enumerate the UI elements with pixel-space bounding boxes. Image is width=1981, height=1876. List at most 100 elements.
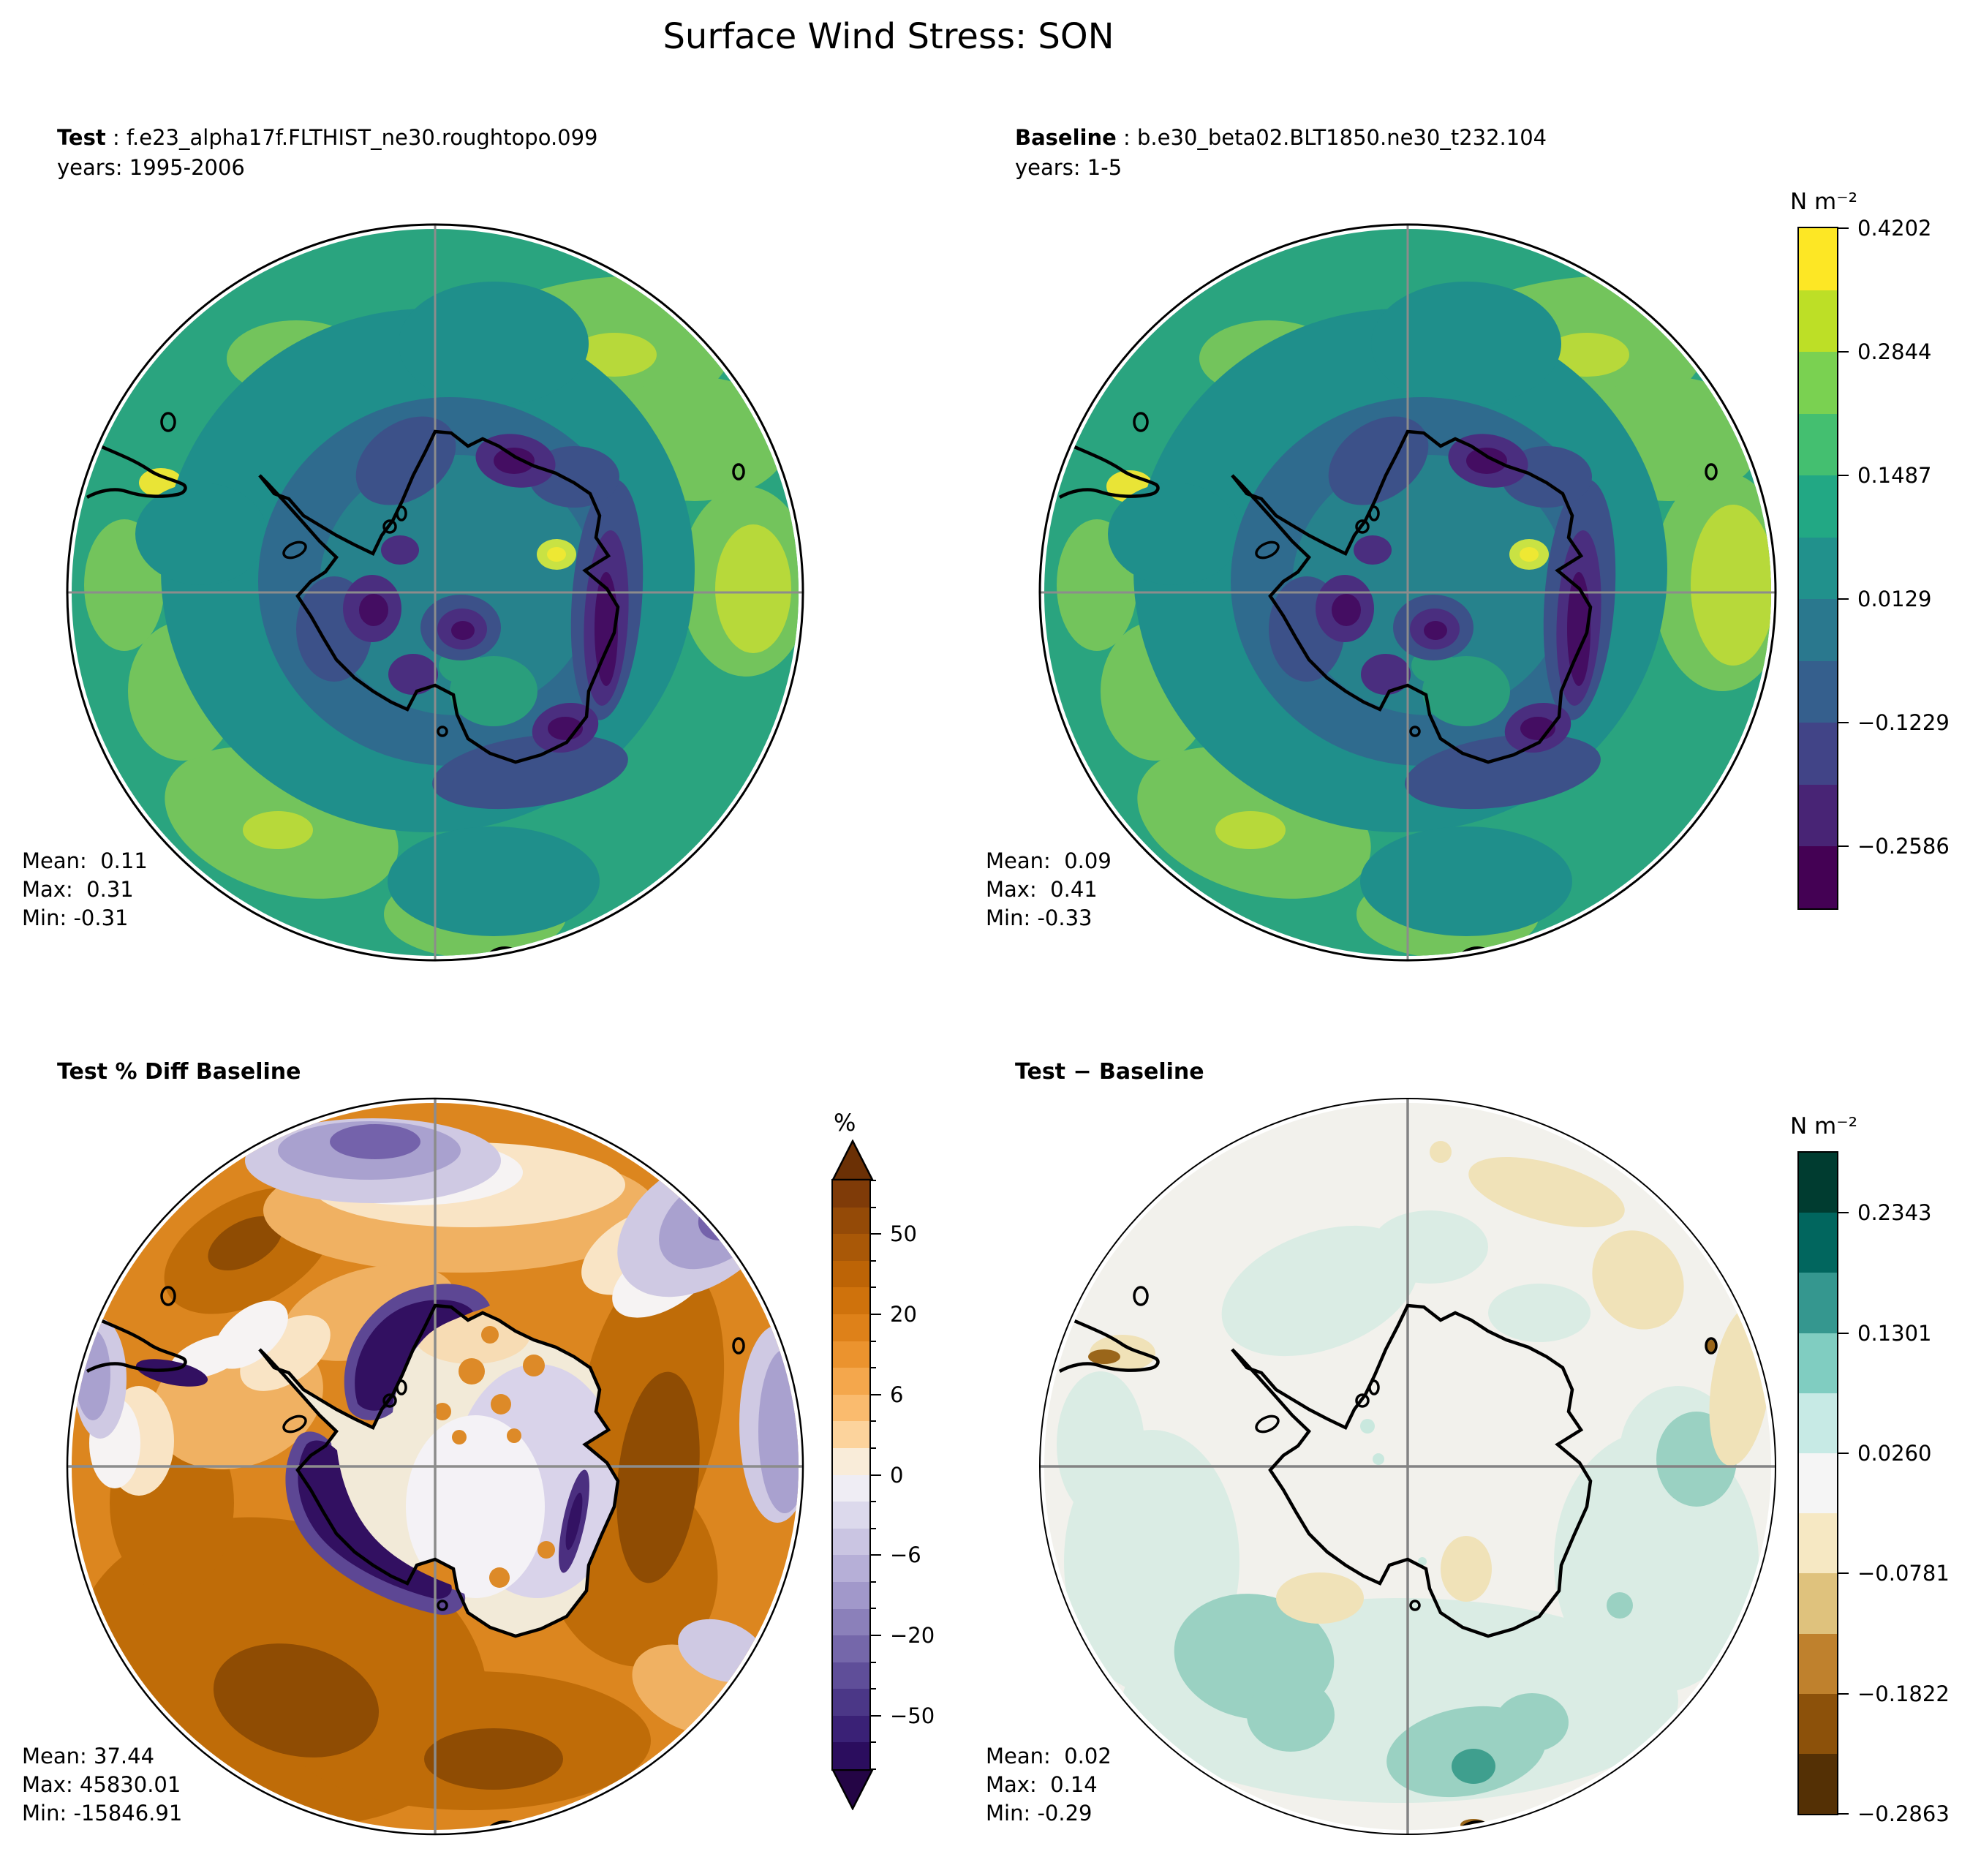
colorbar-tick [1837,351,1849,353]
map-test [66,223,804,962]
colorbar-tick [869,1259,876,1262]
pct-diff-max: Max: 45830.01 [22,1772,181,1797]
colorbar-tick [869,1313,881,1315]
colorbar-tick [869,1474,881,1476]
colorbar-band [1799,352,1837,414]
colorbar-tick [869,1447,876,1449]
colorbar-band [1799,1633,1837,1694]
colorbar-tick [869,1635,881,1637]
colorbar-tick [869,1554,881,1556]
colorbar-band [833,1234,869,1261]
diff-stats: Mean: 0.02 Max: 0.14 Min: -0.29 [986,1742,1112,1828]
colorbar-band [833,1207,869,1235]
colorbar-tick [1837,1452,1849,1454]
colorbar-tick-label: −20 [890,1623,935,1649]
colorbar-band [1799,1453,1837,1514]
colorbar-tick [1837,598,1849,600]
pct-diff-stats: Mean: 37.44 Max: 45830.01 Min: -15846.91 [22,1742,182,1828]
colorbar-tick [869,1527,876,1529]
colorbar-band [1799,846,1837,909]
test-mean: Mean: 0.11 [22,848,148,873]
colorbar-band [1799,1753,1837,1815]
colorbar-tick-label: 0.2343 [1857,1200,1932,1226]
colorbar-tick-label: 0.2844 [1857,339,1932,365]
contour-field-test [72,229,799,956]
colorbar-band [833,1689,869,1716]
wind-colorbar: 0.4202 0.2844 0.1487 0.0129 −0.1229 −0.2586 [1797,216,1950,910]
colorbar-tick [869,1393,881,1395]
colorbar-band [833,1447,869,1475]
colorbar-band [1799,599,1837,661]
test-max: Max: 0.31 [22,877,134,902]
colorbar-tick-label: 0.4202 [1857,216,1932,241]
colorbar-band [833,1474,869,1502]
colorbar-band [1799,1273,1837,1333]
crosshair [1041,225,1775,960]
colorbar-tick-label: −0.2863 [1857,1801,1950,1826]
colorbar-tick [869,1367,876,1369]
colorbar-band [1799,1213,1837,1273]
map-diff [1039,1098,1776,1835]
colorbar-band [833,1180,869,1208]
test-case: : f.e23_alpha17f.FLTHIST_ne30.roughtopo.… [105,125,598,150]
colorbar-band [1799,1153,1837,1213]
colorbar-band [1799,660,1837,723]
colorbar-tick [869,1608,876,1610]
colorbar-band [1799,290,1837,353]
colorbar-tick [1837,1212,1849,1214]
colorbar-tick-label: −6 [890,1542,921,1568]
colorbar-tick-label: 0.0260 [1857,1440,1932,1466]
map-pct-diff [66,1097,804,1836]
baseline-mean: Mean: 0.09 [986,848,1112,873]
crosshair [1041,1099,1775,1834]
colorbar-band [833,1555,869,1582]
colorbar-tick-label: −0.1229 [1857,710,1950,736]
crosshair [68,1099,802,1834]
crosshair [68,225,802,960]
diff-mean: Mean: 0.02 [986,1744,1112,1768]
colorbar-tick-label: −0.2586 [1857,834,1950,859]
colorbar-tick [869,1233,881,1235]
colorbar-tick [869,1287,876,1289]
colorbar-tick [1837,1332,1849,1334]
diff-title: Test − Baseline [1015,1059,1204,1085]
colorbar-tick-label: 6 [890,1382,904,1407]
colorbar-band [833,1394,869,1422]
colorbar-tick [869,1768,876,1770]
colorbar-band [1799,1693,1837,1754]
pct-diff-mean: Mean: 37.44 [22,1744,155,1768]
colorbar-band [1799,537,1837,600]
baseline-case: : b.e30_beta02.BLT1850.ne30_t232.104 [1116,125,1547,150]
colorbar-band [833,1341,869,1368]
pct-colorbar-bottom-arrow [831,1769,874,1810]
colorbar-band [1799,475,1837,538]
colorbar-band [833,1715,869,1743]
baseline-min: Min: -0.33 [986,905,1093,930]
colorbar-band [833,1662,869,1689]
colorbar-tick [869,1206,876,1208]
baseline-years: years: 1-5 [1015,155,1122,180]
colorbar-band [833,1581,869,1609]
colorbar-tick [1837,722,1849,724]
colorbar-tick [1837,1572,1849,1575]
colorbar-band [1799,1333,1837,1393]
colorbar-band [833,1368,869,1395]
colorbar-tick [869,1340,876,1342]
colorbar-gradient [833,1180,869,1770]
colorbar-tick-label: −0.1822 [1857,1681,1950,1706]
pct-diff-title: Test % Diff Baseline [57,1059,301,1085]
baseline-max: Max: 0.41 [986,877,1098,902]
test-min: Min: -0.31 [22,905,129,930]
colorbar-tick-label: 50 [890,1221,917,1247]
colorbar-band [1799,413,1837,476]
colorbar-tick-label: 0.0129 [1857,587,1932,612]
baseline-header: Baseline : b.e30_beta02.BLT1850.ne30_t23… [1015,123,1547,183]
colorbar-band [833,1528,869,1556]
map-border [1038,223,1777,962]
diff-colorbar-unit: N m⁻² [1790,1113,1858,1139]
diff-colorbar: 0.2343 0.1301 0.0260 −0.0781 −0.1822 −0.2863 [1797,1151,1950,1826]
colorbar-band [1799,723,1837,785]
pct-colorbar-top-arrow [831,1139,874,1180]
colorbar-tick-label: 0 [890,1462,904,1488]
